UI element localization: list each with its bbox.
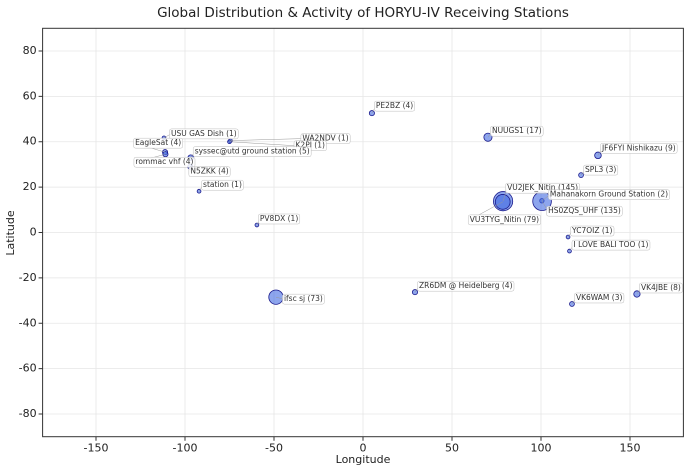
station-label: JF6FYI Nishikazu (9) [601, 143, 676, 152]
station-label: K2PI (1) [296, 141, 326, 150]
station-label: EagleSat (4) [135, 138, 181, 147]
label-box [201, 179, 244, 191]
station-label: ZR6DM @ Heidelberg (4) [419, 281, 513, 290]
y-tick-label: 20 [23, 180, 37, 193]
label-box [169, 128, 239, 140]
station-point [494, 194, 511, 210]
station-label: station (1) [203, 180, 242, 189]
y-tick-label: 0 [30, 226, 37, 239]
station-label: rommac vhf (4) [135, 157, 193, 166]
y-tick-label: 40 [23, 135, 37, 148]
x-tick-label: -50 [265, 442, 283, 455]
station-point [196, 188, 202, 194]
station-label: SPL3 (3) [585, 165, 616, 174]
plot-frame [42, 27, 684, 438]
label-box [282, 293, 325, 305]
x-tick-label: 0 [360, 442, 367, 455]
x-tick-label: -150 [84, 442, 109, 455]
station-label: syssec@utd ground station (5) [195, 147, 310, 156]
y-tick-label: 80 [23, 44, 37, 57]
label-box [188, 166, 231, 177]
station-label: HS0ZQS_UHF (135) [548, 206, 621, 215]
station-label: PV8DX (1) [260, 214, 298, 223]
label-box [133, 137, 183, 149]
leader-line [230, 138, 303, 141]
station-label: WA2NDV (1) [302, 134, 348, 143]
label-box [571, 239, 651, 251]
station-label: N5ZKK (4) [190, 167, 228, 176]
label-box [417, 280, 515, 292]
station-label: NUUGS1 (17) [492, 126, 542, 135]
y-axis-label: Latitude [4, 210, 17, 256]
label-box [548, 189, 670, 200]
station-label: PE2BZ (4) [376, 101, 413, 110]
y-tick-label: 60 [23, 89, 37, 102]
label-box [133, 156, 196, 168]
label-box [192, 146, 312, 157]
x-tick-label: 150 [620, 442, 641, 455]
label-box [374, 100, 415, 112]
label-box [570, 225, 615, 237]
station-label: VU2JEK_Nitin (145) [507, 183, 578, 192]
station-label: Mahanakorn Ground Station (2) [550, 190, 668, 199]
leader-line [229, 141, 296, 146]
x-axis-label: Longitude [336, 453, 391, 466]
y-tick-label: -80 [19, 407, 37, 420]
label-box [583, 164, 619, 176]
label-box [546, 205, 623, 217]
station-label: YC7OIZ (1) [571, 226, 613, 235]
station-label: USU GAS Dish (1) [171, 129, 237, 138]
label-box [574, 292, 625, 304]
label-box [639, 282, 683, 294]
label-box [467, 214, 541, 226]
y-tick-label: -40 [19, 316, 37, 329]
y-tick-label: -20 [19, 271, 37, 284]
x-tick-label: 50 [445, 442, 459, 455]
label-box [490, 125, 544, 137]
station-label: VU3TYG_Nitin (79) [470, 215, 539, 224]
label-box [258, 213, 301, 225]
x-tick-label: 100 [531, 442, 552, 455]
x-tick-label: -100 [173, 442, 198, 455]
chart-title: Global Distribution & Activity of HORYU-… [157, 5, 569, 21]
station-label: ifsc sj (73) [284, 294, 323, 303]
station-label: I LOVE BALI TOO (1) [573, 240, 648, 249]
label-box [600, 143, 678, 154]
station-label: VK4JBE (8) [641, 283, 681, 292]
y-tick-label: -60 [19, 362, 37, 375]
station-label: VK6WAM (3) [576, 293, 623, 302]
